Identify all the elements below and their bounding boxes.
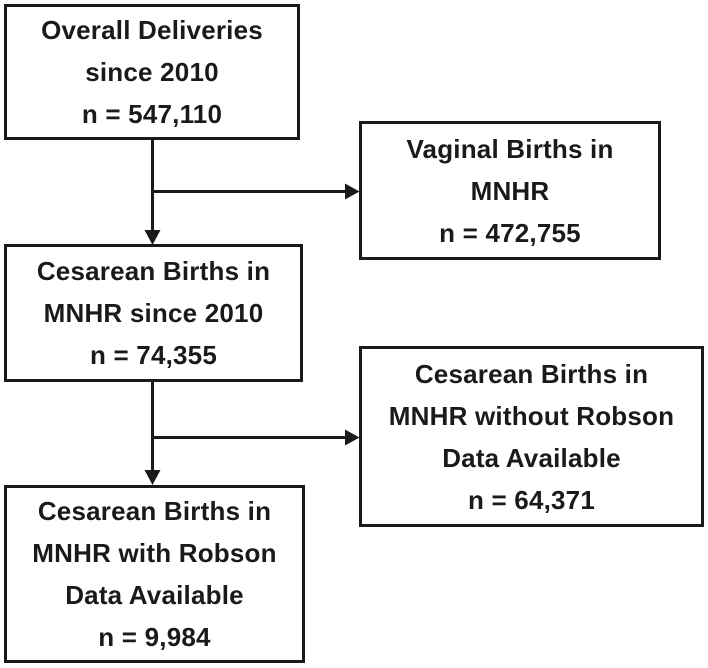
box-n-value: n = 74,355 xyxy=(89,340,218,370)
box-text-line: since 2010 xyxy=(85,57,219,87)
box-text-line: Data Available xyxy=(442,442,621,473)
box-n-value: n = 547,110 xyxy=(81,99,223,129)
box-n-value: n = 9,984 xyxy=(98,622,211,652)
box-cesarean-with-robson: Cesarean Births in MNHR with Robson Data… xyxy=(4,485,305,663)
box-n-value: n = 64,371 xyxy=(467,484,596,515)
box-text-line: Vaginal Births in xyxy=(406,133,614,164)
box-cesarean-births: Cesarean Births in MNHR since 2010 n = 7… xyxy=(4,244,303,382)
box-overall-deliveries: Overall Deliveries since 2010 n = 547,11… xyxy=(4,4,300,140)
box-text-line: Cesarean Births in xyxy=(37,496,272,526)
box-vaginal-births: Vaginal Births in MNHR n = 472,755 xyxy=(359,121,661,260)
arrow-overall-to-cesarean-head xyxy=(144,230,161,245)
arrow-cesarean-to-robson-head xyxy=(144,470,161,485)
box-text-line: Cesarean Births in xyxy=(36,256,271,286)
arrow-overall-to-vaginal-head xyxy=(345,183,360,200)
box-text-line: Cesarean Births in xyxy=(414,358,649,389)
box-n-value: n = 472,755 xyxy=(439,217,581,248)
box-text-line: MNHR xyxy=(470,175,550,206)
box-text-line: Overall Deliveries xyxy=(41,15,263,45)
box-text-line: Data Available xyxy=(65,580,244,610)
box-text-line: MNHR without Robson xyxy=(388,400,675,431)
box-text-line: MNHR since 2010 xyxy=(43,298,264,328)
box-text-line: MNHR with Robson xyxy=(32,538,277,568)
arrow-cesarean-to-norobson-head xyxy=(345,429,360,446)
box-cesarean-without-robson: Cesarean Births in MNHR without Robson D… xyxy=(359,346,704,527)
